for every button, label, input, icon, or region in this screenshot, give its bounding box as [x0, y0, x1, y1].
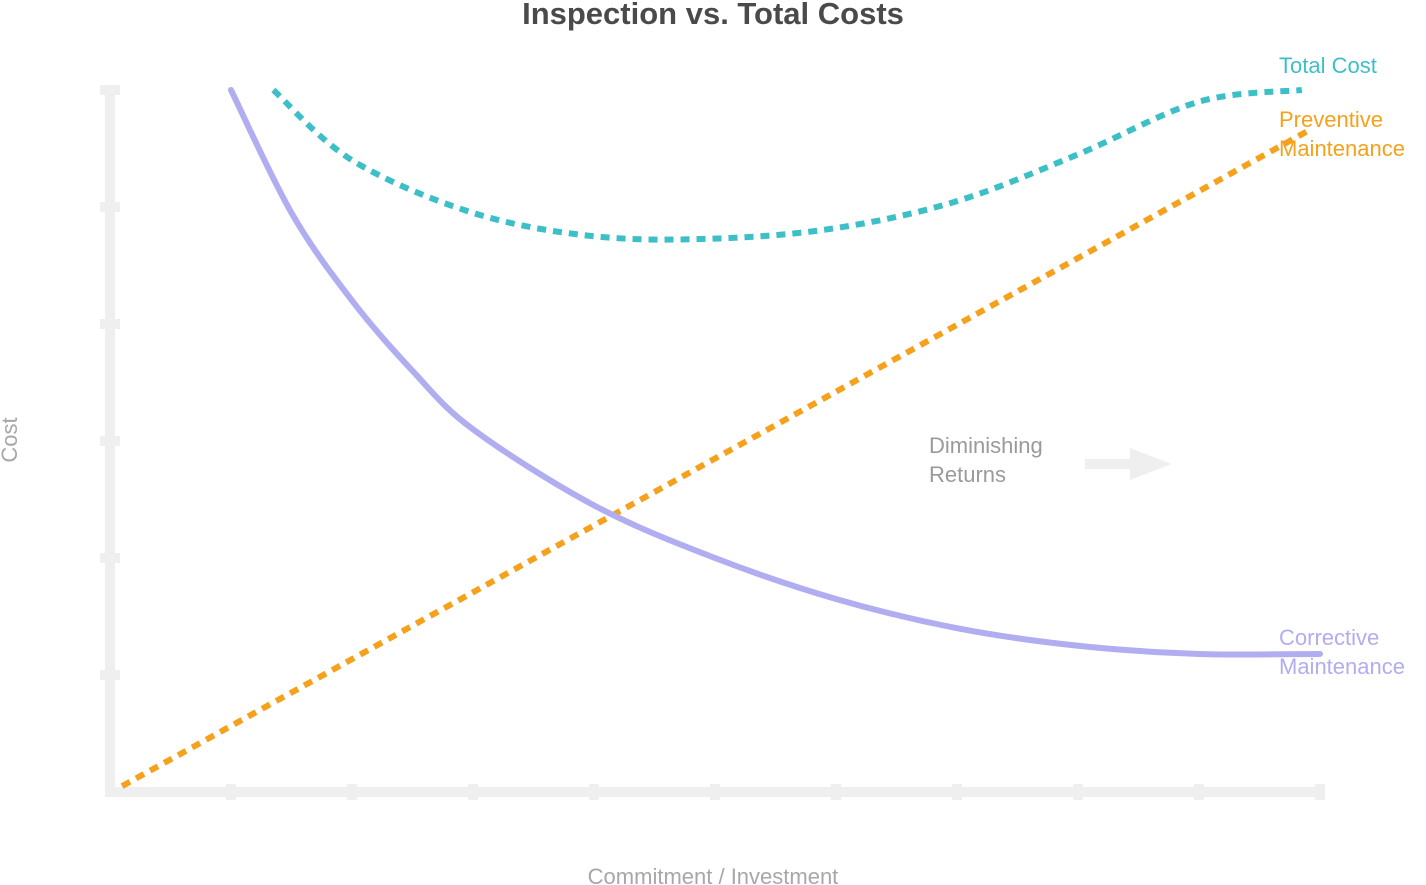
series-label-preventive-maintenance: Preventive Maintenance [1279, 107, 1405, 161]
series-label-line: Maintenance [1279, 654, 1405, 679]
series-line-corrective-maintenance [228, 87, 1323, 658]
series-layer [120, 87, 1323, 789]
annotation-line: Returns [929, 462, 1006, 487]
series-label-line: Corrective [1279, 625, 1379, 650]
series-label-line: Maintenance [1279, 136, 1405, 161]
series-label-line: Total Cost [1279, 53, 1377, 78]
arrow-shaft [1085, 459, 1135, 469]
annotation-line: Diminishing [929, 433, 1043, 458]
series-label-total-cost: Total Cost [1279, 53, 1377, 78]
x-axis-label: Commitment / Investment [588, 864, 839, 885]
series-label-line: Preventive [1279, 107, 1383, 132]
annotation-text: Diminishing Returns [929, 433, 1043, 487]
series-label-corrective-maintenance: Corrective Maintenance [1279, 625, 1405, 679]
annotation: Diminishing Returns [929, 433, 1172, 487]
series-line-total-cost [271, 87, 1303, 243]
axes [100, 85, 1325, 800]
y-axis-label: Cost [0, 417, 22, 462]
chart-title: Inspection vs. Total Costs [522, 0, 904, 31]
arrow-right-icon [1130, 448, 1172, 480]
series-line-preventive-maintenance [120, 128, 1310, 789]
